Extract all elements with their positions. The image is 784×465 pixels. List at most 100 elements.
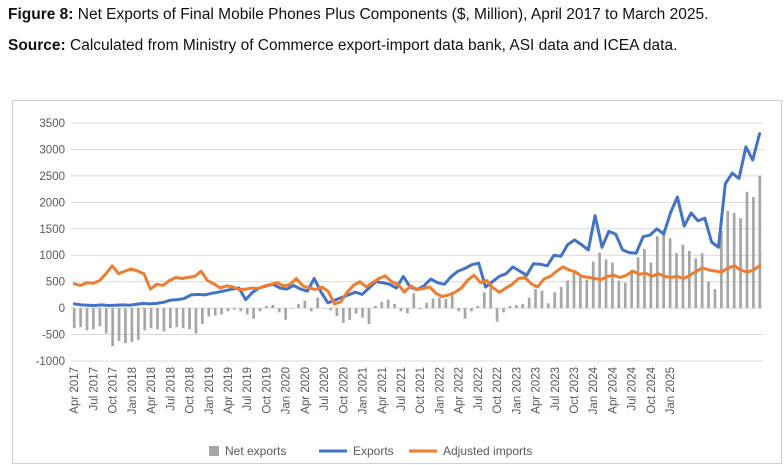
net-exports-bar — [649, 262, 653, 309]
net-exports-bar — [630, 270, 633, 309]
net-exports-bar — [540, 290, 544, 309]
x-tick-label: Apr 2019 — [223, 367, 235, 414]
y-tick-label: 1000 — [39, 250, 65, 262]
net-exports-bar — [758, 175, 762, 309]
net-exports-bar — [675, 253, 678, 309]
net-exports-bar — [136, 308, 140, 340]
net-exports-bar — [245, 308, 249, 315]
net-exports-bar — [489, 284, 493, 309]
net-exports-bar — [399, 308, 403, 312]
net-exports-bar — [188, 308, 191, 330]
net-exports-bar — [579, 276, 582, 309]
legend-label: Net exports — [225, 444, 286, 458]
x-tick-label: Oct 2022 — [492, 367, 504, 414]
source-caption: Source: Calculated from Ministry of Comm… — [8, 37, 677, 55]
net-exports-bar — [130, 308, 134, 342]
net-exports-bar — [380, 301, 384, 309]
net-exports-bar — [470, 308, 473, 312]
net-exports-bar — [668, 238, 672, 309]
net-exports-bar — [271, 304, 275, 309]
y-tick-label: 500 — [46, 277, 65, 289]
net-exports-bar — [482, 292, 486, 309]
net-exports-bar — [156, 308, 159, 330]
chart-frame: 3500 3000 2500 2000 1500 1000 500 0 -500 -1000 Apr… — [12, 100, 782, 464]
x-tick-label: Jul 2022 — [473, 367, 485, 410]
figure-label: Figure 8: — [8, 6, 74, 23]
net-exports-bar — [514, 304, 518, 309]
figure-title: Net Exports of Final Mobile Phones Plus … — [73, 6, 709, 23]
net-exports-bar — [309, 308, 313, 312]
net-exports-bar — [386, 299, 390, 309]
net-exports-bar — [553, 292, 557, 309]
x-tick-label: Jul 2023 — [550, 367, 562, 410]
net-exports-bar — [341, 308, 345, 323]
x-tick-label: Oct 2017 — [108, 367, 120, 414]
net-exports-bar — [655, 236, 659, 309]
x-tick-label: Apr 2023 — [531, 367, 543, 414]
x-tick-label: Apr 2020 — [300, 367, 312, 414]
x-tick-label: Oct 2018 — [185, 367, 197, 414]
net-exports-bar — [162, 308, 166, 332]
net-exports-bar — [521, 303, 525, 309]
x-tick-label: Jul 2020 — [319, 367, 331, 410]
net-exports-bar — [98, 308, 102, 327]
net-exports-bar — [265, 305, 268, 309]
net-exports-bar — [284, 308, 287, 320]
net-exports-bar — [367, 308, 371, 324]
net-exports-bar — [611, 262, 614, 309]
x-tick-label: Jan 2020 — [281, 367, 293, 414]
net-exports-bar — [239, 308, 243, 312]
net-exports-bar — [220, 308, 223, 315]
net-exports-bar — [412, 293, 416, 309]
net-exports-bar — [361, 308, 364, 318]
net-exports-bar — [425, 302, 428, 309]
net-exports-bar — [604, 259, 608, 309]
x-tick-label: Jan 2018 — [127, 367, 139, 414]
net-exports-bar — [438, 297, 441, 309]
net-exports-bar — [111, 308, 114, 347]
net-exports-bar — [745, 191, 749, 309]
net-exports-bar — [226, 308, 230, 312]
y-tick-label: 0 — [59, 303, 65, 315]
net-exports-bar — [194, 308, 198, 334]
y-tick-label: 2500 — [39, 171, 65, 183]
net-exports-bar — [406, 308, 409, 314]
net-exports-bar — [707, 281, 710, 309]
net-exports-bar — [322, 308, 326, 309]
x-tick-label: Jan 2022 — [434, 367, 446, 414]
net-exports-bar — [431, 298, 435, 309]
net-exports-bar — [534, 289, 537, 309]
y-tick-label: 2000 — [39, 197, 65, 209]
net-exports-bar — [444, 299, 448, 309]
x-tick-label: Oct 2020 — [338, 367, 350, 414]
net-exports-bar — [117, 308, 121, 341]
x-tick-label: Apr 2022 — [454, 367, 466, 414]
x-tick-label: Jul 2024 — [627, 366, 639, 410]
net-exports-bar — [457, 308, 460, 312]
net-exports-bar — [258, 308, 262, 312]
net-exports-bar — [508, 305, 512, 309]
net-exports-bar — [617, 280, 621, 309]
net-exports-bar — [213, 308, 217, 316]
net-exports-bar — [739, 218, 742, 309]
net-exports-bar — [547, 303, 550, 309]
net-exports-bar — [572, 270, 576, 309]
net-exports-bar — [636, 257, 640, 309]
x-tick-label: Oct 2019 — [261, 367, 273, 414]
net-exports-bar — [393, 303, 396, 309]
net-exports-bar — [687, 250, 691, 309]
net-exports-bar — [502, 308, 505, 313]
net-exports-bar — [72, 308, 76, 329]
net-exports-bar — [290, 308, 294, 309]
net-exports-bar — [207, 308, 211, 317]
net-exports-bar — [104, 308, 108, 334]
net-exports-bar — [124, 308, 127, 344]
net-exports-bar — [662, 229, 666, 309]
net-exports-bar — [277, 308, 281, 313]
x-tick-label: Oct 2024 — [646, 366, 658, 413]
net-exports-bar — [297, 303, 300, 309]
net-exports-bar — [168, 308, 172, 329]
net-exports-bar — [681, 244, 685, 309]
x-tick-label: Jan 2023 — [511, 367, 523, 414]
x-tick-label: Jan 2019 — [204, 367, 216, 414]
